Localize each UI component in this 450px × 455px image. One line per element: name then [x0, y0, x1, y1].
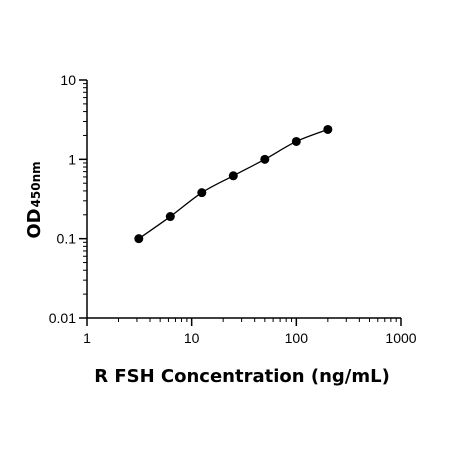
x-tick-label: 10	[184, 330, 200, 346]
x-axis-title: R FSH Concentration (ng/mL)	[94, 366, 390, 387]
data-point	[228, 171, 238, 181]
data-point	[291, 136, 301, 146]
data-point	[197, 188, 207, 198]
y-tick-label: 10	[60, 72, 76, 88]
y-tick-label: 1	[68, 151, 76, 167]
data-point	[323, 124, 333, 134]
x-tick-label: 1000	[385, 330, 416, 346]
data-point	[134, 234, 144, 244]
y-tick-label: 0.1	[57, 231, 77, 247]
data-point	[165, 212, 175, 222]
fit-curve	[138, 128, 329, 240]
y-axis-title-main: OD	[24, 208, 45, 238]
y-axis-title-subscript: 450nm	[29, 161, 43, 207]
axes	[86, 80, 401, 319]
y-axis-title: OD450nm	[24, 161, 45, 238]
data-points	[134, 124, 333, 244]
data-point	[260, 154, 270, 164]
ticks: 1 10 100 1000 0.01 0.1 1 10	[49, 72, 417, 346]
y-tick-label: 0.01	[49, 310, 76, 326]
fit-curve-layer	[138, 128, 329, 240]
x-tick-label: 100	[285, 330, 309, 346]
x-tick-label: 1	[83, 330, 91, 346]
